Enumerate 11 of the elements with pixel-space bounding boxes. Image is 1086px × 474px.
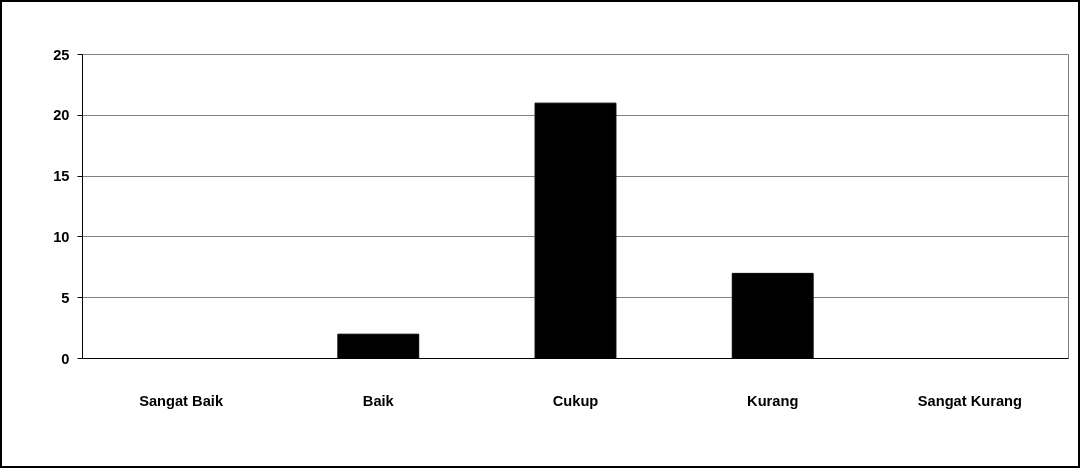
y-tick-label: 5 xyxy=(61,289,70,306)
x-tick-label: Sangat Kurang xyxy=(917,392,1023,409)
x-tick-label: Kurang xyxy=(747,392,799,409)
x-tick-label: Cukup xyxy=(552,392,599,409)
y-tick-label: 10 xyxy=(53,228,70,245)
y-tick-label: 15 xyxy=(53,168,70,185)
y-tick-label: 25 xyxy=(53,46,70,63)
x-tick-label: Baik xyxy=(362,392,395,409)
y-tick-label: 0 xyxy=(61,350,70,367)
y-tick-label: 20 xyxy=(53,107,70,124)
x-tick-label: Sangat Baik xyxy=(139,392,224,409)
